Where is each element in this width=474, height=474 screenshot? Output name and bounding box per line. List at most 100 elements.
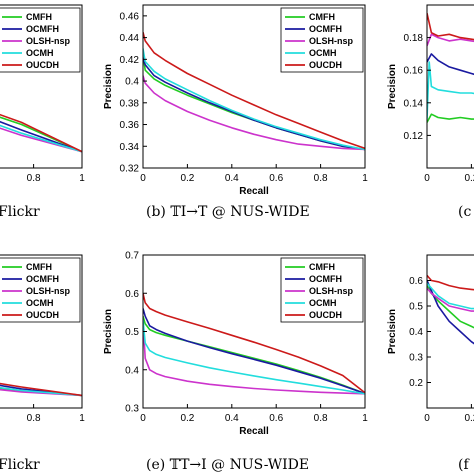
series-line-cmfh [427, 113, 474, 123]
series-line-oucdh [427, 274, 474, 291]
series-line-ocmh [427, 61, 474, 120]
y-tick-label: 0.4 [125, 77, 139, 88]
y-tick-label: 0.34 [120, 142, 140, 153]
x-tick-label: 0.2 [180, 173, 194, 184]
y-tick-label: 0.42 [120, 55, 140, 66]
y-tick-label: 0.14 [404, 98, 424, 109]
legend-label: CMFH [26, 12, 52, 22]
series-line-oucdh [427, 13, 474, 41]
x-tick-label: 0 [424, 173, 430, 184]
caption-bottom-left: Flickr [0, 457, 40, 473]
legend: CMFH OCMFH OLSH-nsp OCMH OUCDH [0, 7, 81, 73]
x-tick-label: 0.2 [464, 173, 474, 184]
x-tick-label: 0 [424, 413, 430, 424]
series-group [143, 32, 365, 151]
series-line-oucdh [143, 293, 365, 394]
series-line-ocmfh [427, 280, 474, 345]
y-axis-label: Precision [387, 309, 398, 354]
y-tick-label: 0.44 [120, 33, 140, 44]
caption-bottom-right: (f [458, 457, 470, 473]
legend-box [0, 7, 81, 73]
y-tick-label: 0.32 [120, 164, 140, 175]
chart-top-right: 0 0.2 0.12 0.14 0.16 0.18 Precision [387, 4, 474, 184]
legend: CMFH OCMFH OLSH-nsp OCMH OUCDH [280, 257, 364, 323]
x-axis-label: Recall [239, 426, 269, 437]
axes-frame [0, 254, 83, 409]
series-group [427, 274, 474, 345]
legend-label: CMFH [26, 262, 52, 272]
legend-label: OCMH [309, 48, 337, 58]
legend-label: OCMFH [309, 24, 342, 34]
legend: CMFH OCMFH OLSH-nsp OCMH OUCDH [280, 7, 364, 73]
series-line-ocmfh [0, 120, 82, 153]
y-tick-label: 0.6 [409, 276, 423, 287]
x-tick-label: 0 [140, 173, 146, 184]
legend: CMFH OCMFH OLSH-nsp OCMH OUCDH [0, 257, 81, 323]
y-axis-label: Precision [387, 64, 398, 109]
x-tick-label: 0.2 [464, 413, 474, 424]
chart-panels: 0.8 1 CMFH OCMFH OLSH-nsp OCMH OUCDH 0 0.2 0.4 0.6… [0, 4, 474, 438]
y-tick-label: 0.12 [404, 131, 424, 142]
series-group [0, 113, 82, 153]
legend-label: OLSH-nsp [309, 36, 354, 46]
series-line-olsh-nsp [143, 75, 365, 151]
x-tick-label: 0.8 [27, 173, 41, 184]
y-tick-label: 0.16 [404, 66, 424, 77]
caption-top-left: Flickr [0, 204, 40, 220]
y-tick-label: 0.46 [120, 11, 140, 22]
chart-bottom-right: 0 0.2 0.2 0.3 0.4 0.5 0.6 Precision [387, 254, 474, 424]
x-tick-label: 0.4 [225, 173, 239, 184]
legend-label: OCMFH [309, 274, 342, 284]
series-line-ocmh [143, 319, 365, 395]
series-line-olsh-nsp [143, 319, 365, 395]
y-tick-label: 0.3 [409, 353, 423, 364]
legend-label: OCMH [309, 298, 337, 308]
series-line-ocmh [0, 124, 82, 153]
y-tick-label: 0.2 [409, 378, 423, 389]
series-group [427, 13, 474, 123]
series-line-ocmh [427, 282, 474, 310]
series-line-cmfh [143, 315, 365, 395]
x-tick-label: 0.4 [225, 413, 239, 424]
legend-label: OCMH [26, 48, 54, 58]
series-line-ocmh [143, 48, 365, 151]
legend-box [0, 257, 81, 323]
legend-label: OUCDH [309, 310, 342, 320]
x-tick-label: 0.8 [27, 413, 41, 424]
series-line-oucdh [0, 113, 82, 153]
chart-bottom-left: 0.8 1 CMFH OCMFH OLSH-nsp OCMH OUCDH [0, 254, 85, 424]
y-axis-label: Precision [103, 309, 114, 354]
series-line-ocmfh [427, 53, 474, 76]
caption-top-right: (c [458, 204, 471, 220]
series-group [143, 293, 365, 395]
y-tick-label: 0.4 [409, 327, 423, 338]
series-line-ocmfh [143, 56, 365, 151]
legend-box [280, 7, 364, 73]
x-tick-label: 0.8 [314, 413, 328, 424]
x-tick-label: 0.6 [269, 413, 283, 424]
x-tick-label: 1 [79, 173, 85, 184]
axes-frame [426, 4, 474, 169]
series-line-ocmfh [143, 308, 365, 395]
legend-label: OUCDH [309, 60, 342, 70]
figure-captions: Flickr (b) 𝕋I→T @ NUS-WIDE (c Flickr (e)… [0, 204, 471, 473]
legend-box [280, 257, 364, 323]
series-line-oucdh [0, 382, 82, 397]
x-tick-label: 0.2 [180, 413, 194, 424]
caption-top-center: (b) 𝕋I→T @ NUS-WIDE [146, 204, 310, 220]
y-tick-label: 0.38 [120, 98, 140, 109]
axes-frame [142, 4, 366, 169]
series-line-cmfh [427, 285, 474, 329]
y-tick-label: 0.4 [125, 365, 139, 376]
chart-bottom-center: 0 0.2 0.4 0.6 0.8 1 0.3 0.4 0.5 0.6 0.7 Recall Preci… [103, 251, 368, 438]
x-tick-label: 1 [362, 173, 368, 184]
axes-frame [426, 254, 474, 409]
chart-top-left: 0.8 1 CMFH OCMFH OLSH-nsp OCMH OUCDH [0, 4, 85, 184]
series-line-oucdh [143, 32, 365, 150]
y-tick-label: 0.3 [125, 404, 139, 415]
x-tick-label: 1 [79, 413, 85, 424]
y-tick-label: 0.18 [404, 33, 424, 44]
chart-top-center: 0 0.2 0.4 0.6 0.8 1 0.32 0.34 0.36 0.38 0.4 0.42 0.4… [103, 4, 368, 197]
caption-bottom-center: (e) 𝕋T→I @ NUS-WIDE [146, 457, 309, 473]
x-tick-label: 0.8 [314, 173, 328, 184]
